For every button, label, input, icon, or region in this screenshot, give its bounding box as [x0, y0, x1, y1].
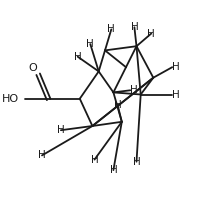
Text: H: H [172, 89, 180, 100]
Text: H: H [114, 100, 121, 110]
Text: H: H [172, 62, 180, 72]
Text: H: H [110, 165, 117, 175]
Text: H: H [57, 125, 65, 135]
Text: H: H [133, 157, 140, 167]
Text: HO: HO [2, 94, 19, 104]
Text: H: H [91, 155, 98, 165]
Text: H: H [130, 85, 138, 95]
Text: H: H [131, 22, 138, 32]
Text: O: O [28, 63, 37, 73]
Text: H: H [38, 150, 46, 160]
Text: H: H [108, 24, 115, 34]
Text: H: H [87, 39, 94, 49]
Text: H: H [74, 52, 81, 62]
Text: H: H [147, 29, 155, 39]
